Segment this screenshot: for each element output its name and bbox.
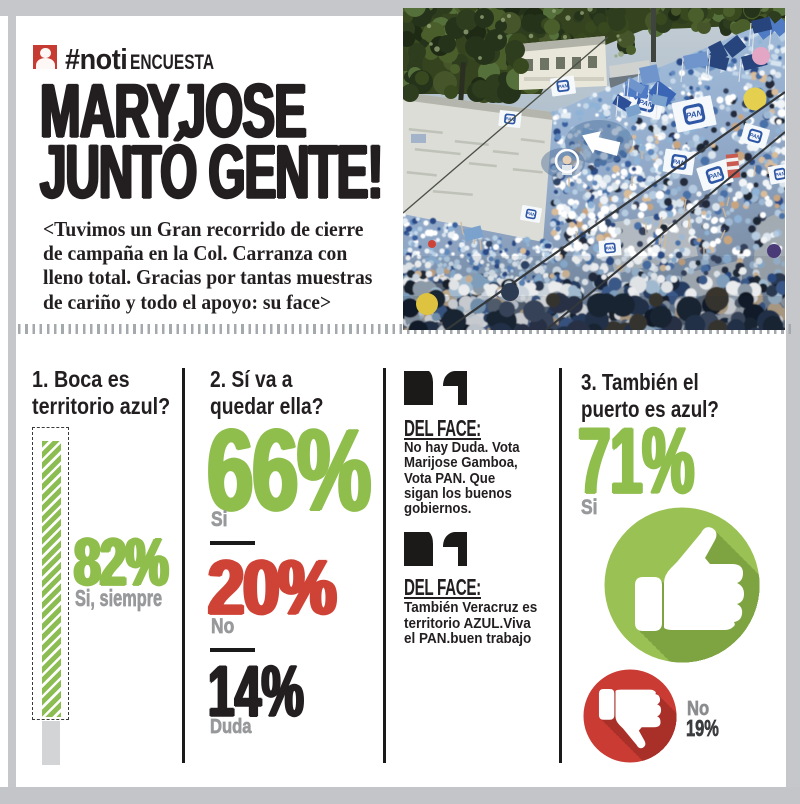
svg-text:PAN: PAN [638,99,654,109]
svg-text:PAN: PAN [775,171,785,179]
svg-text:PAN: PAN [605,245,615,251]
svg-text:PAN: PAN [672,159,686,168]
svg-text:PAN: PAN [749,133,761,142]
svg-text:PAN: PAN [526,211,537,218]
svg-text:PAN: PAN [505,116,515,122]
svg-text:PAN: PAN [685,108,703,120]
svg-text:PAN: PAN [708,170,723,181]
svg-text:PAN: PAN [558,83,569,90]
